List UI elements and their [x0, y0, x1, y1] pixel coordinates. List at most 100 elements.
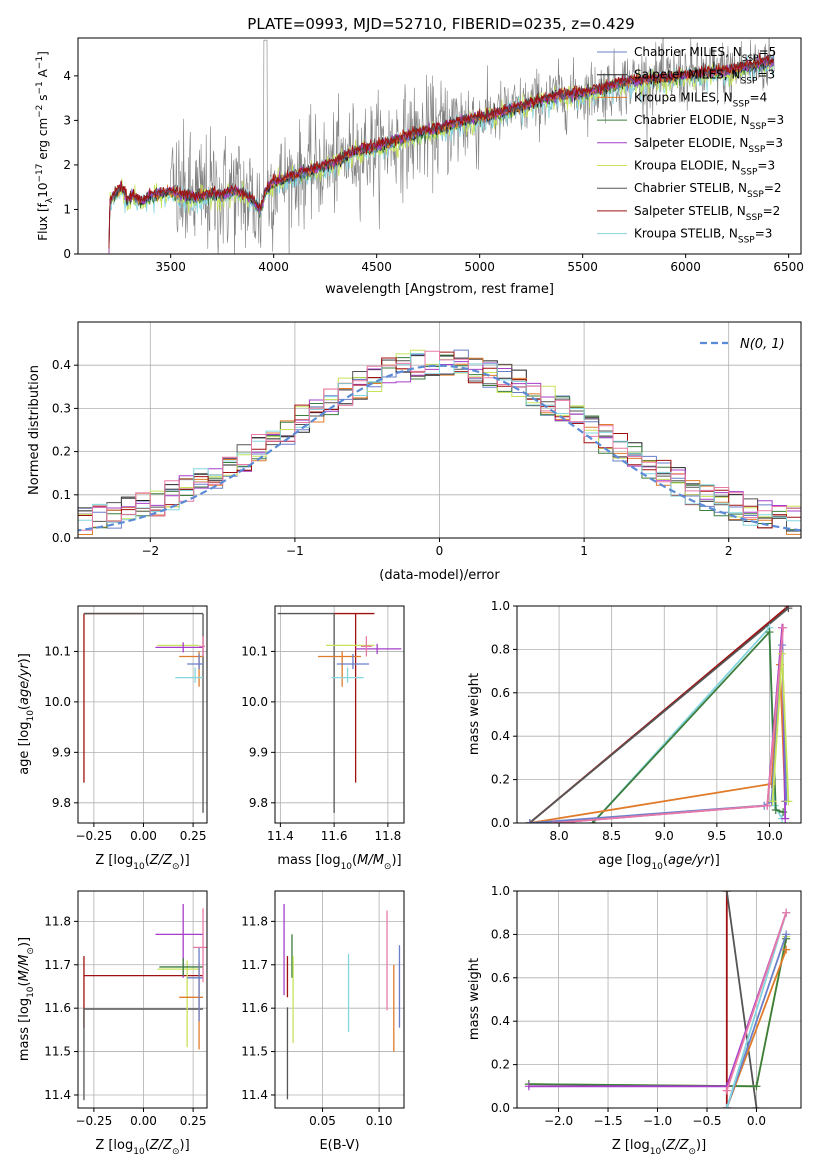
weight-marker — [765, 628, 774, 637]
errorbar-chabrier_stelib — [83, 1008, 204, 1101]
x-tick-label: 0.00 — [130, 829, 157, 843]
legend-entry: Kroupa STELIB, NSSP=3 — [634, 227, 772, 246]
x-tick-label: 0.05 — [309, 1114, 336, 1128]
y-tick-label: 9.9 — [52, 745, 71, 759]
legend-entry: Chabrier STELIB, NSSP=2 — [634, 181, 782, 200]
legend-entry: Kroupa ELODIE, NSSP=3 — [634, 159, 775, 178]
x-axis-label: E(B-V) — [319, 1138, 359, 1153]
y-tick-label: 10.0 — [241, 695, 268, 709]
x-tick-label: 0.00 — [130, 1114, 157, 1128]
errorbar-chabrier_miles — [336, 653, 370, 670]
y-tick-label: 11.4 — [241, 1088, 268, 1102]
x-tick-label: 5000 — [464, 260, 495, 274]
weight-line — [725, 912, 788, 1091]
plot-area — [283, 904, 401, 1100]
y-tick-label: 0.3 — [52, 401, 71, 415]
plot-background — [78, 606, 207, 823]
x-tick-label: 8.5 — [602, 829, 621, 843]
x-axis-label: Z [log10(Z/Z⊙)] — [95, 853, 189, 872]
weight-marker — [778, 649, 787, 658]
legend-entry: Kroupa MILES, NSSP=4 — [634, 90, 767, 109]
y-tick-label: 11.6 — [241, 1001, 268, 1015]
y-tick-label: 0.0 — [491, 816, 510, 830]
weight-marker — [771, 805, 780, 814]
legend: Chabrier MILES, NSSP=5 Salpeter MILES, NS… — [597, 45, 784, 246]
x-tick-label: 6500 — [773, 260, 804, 274]
y-tick-label: 0 — [63, 247, 71, 261]
weight-marker — [752, 1104, 761, 1108]
weight-marker — [752, 1082, 761, 1091]
y-tick-label: 0.1 — [52, 488, 71, 502]
observed-spectrum — [108, 38, 775, 254]
plot-area — [83, 612, 206, 813]
y-tick-label: 9.8 — [52, 796, 71, 810]
panel-residuals: −2 −1 0 1 2 0.0 0.1 0.2 0.3 0.4 (data-model)/error… — [27, 321, 802, 583]
y-tick-label: 0.0 — [491, 1101, 510, 1115]
panel-weight_vs_Z: −2.0 −1.5 −1.0 −0.5 0.0 0.0 0.2 0.4 0.6 0.8 1.0 Z [… — [467, 884, 802, 1157]
x-tick-label: 0.25 — [180, 829, 207, 843]
x-tick-label: 6000 — [670, 260, 701, 274]
panel-mass_vs_Z: −0.25 0.00 0.25 11.4 11.5 11.6 11.7 11.8 Z [log1… — [17, 890, 208, 1157]
weight-marker — [768, 797, 777, 806]
x-tick-label: 10.0 — [756, 829, 783, 843]
x-tick-label: −0.5 — [692, 1114, 721, 1128]
weight-marker — [782, 945, 791, 954]
panel-age_vs_mass: 11.4 11.6 11.8 9.8 9.9 10.0 10.1 mass [log10(M/… — [241, 605, 405, 872]
errorbar-salpeter_elodie — [355, 643, 402, 654]
plot-area — [525, 606, 793, 823]
plot-background — [275, 891, 404, 1108]
plot-background — [78, 891, 207, 1108]
axes-frame — [77, 605, 208, 824]
y-tick-label: 9.8 — [249, 796, 268, 810]
x-tick-label: 0.10 — [366, 1114, 393, 1128]
y-axis-label: mass [log10(M/M⊙)] — [17, 937, 36, 1061]
y-tick-label: 0.8 — [491, 642, 510, 656]
errorbar-salpeter_elodie — [155, 642, 204, 653]
y-tick-label: 3 — [63, 113, 71, 127]
axes-frame — [274, 605, 405, 824]
weight-marker — [722, 891, 731, 895]
figure-title: PLATE=0993, MJD=52710, FIBERID=0235, z=0… — [247, 15, 634, 33]
y-tick-label: 1 — [63, 202, 71, 216]
legend-entry: N(0, 1) — [740, 337, 785, 352]
weight-line — [725, 891, 758, 1108]
y-axis-label: Flux [fλ10−17 erg cm−2 s−1 A−1] — [35, 51, 55, 241]
weight-series-kroupa_elodie — [768, 649, 793, 806]
gaussian-curve — [78, 364, 801, 532]
x-tick-label: 8.0 — [550, 829, 569, 843]
axes-frame — [274, 890, 405, 1109]
y-tick-label: 0.6 — [491, 971, 510, 985]
y-tick-label: 1.0 — [491, 884, 510, 898]
plot-area — [78, 349, 801, 535]
x-axis-label: Z [log10(Z/Z⊙)] — [95, 1138, 189, 1157]
weight-marker — [722, 1086, 731, 1095]
weight-marker — [784, 797, 793, 806]
legend-entry: Chabrier MILES, NSSP=5 — [634, 45, 776, 64]
x-tick-label: 2 — [725, 544, 733, 558]
x-tick-label: 4500 — [361, 260, 392, 274]
weight-marker — [549, 819, 558, 823]
y-tick-label: 11.6 — [44, 1001, 71, 1015]
histogram-pink — [78, 350, 801, 531]
weight-series-chabrier_elodie — [524, 934, 791, 1091]
y-tick-label: 9.9 — [249, 745, 268, 759]
y-tick-label: 11.8 — [44, 914, 71, 928]
x-tick-label: 11.6 — [321, 829, 348, 843]
x-tick-label: 1 — [580, 544, 588, 558]
weight-line — [529, 607, 789, 823]
x-tick-label: 0.0 — [747, 1114, 766, 1128]
y-axis-label: age [log10(age/yr)] — [17, 653, 36, 775]
panel-weight_vs_age: 8.0 8.5 9.0 9.5 10.0 0.0 0.2 0.4 0.6 0.8 1.0 age [l… — [467, 599, 802, 872]
x-tick-label: −1.5 — [593, 1114, 622, 1128]
legend-entry: Chabrier ELODIE, NSSP=3 — [634, 113, 784, 132]
plot-area — [277, 612, 402, 813]
weight-marker — [782, 930, 791, 939]
panel-age_vs_Z: −0.25 0.00 0.25 9.8 9.9 10.0 10.1 Z [log10(Z/Z⊙… — [17, 605, 208, 872]
weight-series-pink — [722, 908, 791, 1095]
y-tick-label: 0.8 — [491, 927, 510, 941]
errorbar-chabrier_stelib — [277, 612, 335, 813]
y-tick-label: 4 — [63, 69, 71, 83]
x-tick-label: −1 — [286, 544, 304, 558]
y-tick-label: 11.8 — [241, 914, 268, 928]
